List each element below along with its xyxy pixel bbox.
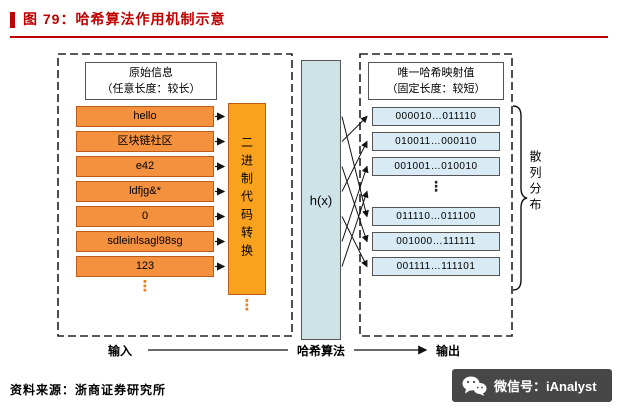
flow-input-label: 输入 (108, 344, 133, 358)
converter-ellipsis: ⋮ (239, 297, 255, 314)
flow-algorithm-label: 哈希算法 (296, 344, 345, 358)
input-group-subtitle: （任意长度：较长） (101, 83, 201, 95)
input-item: sdleinlsagl98sg (76, 231, 214, 252)
wechat-icon (462, 376, 487, 396)
binary-converter-box: 二进制代码转换 (228, 103, 266, 295)
hash-mapping-arrows (341, 115, 369, 268)
wechat-label: 微信号：iAnalyst (494, 379, 597, 394)
output-group-label: 唯一哈希映射值 （固定长度：较短） (368, 62, 504, 100)
input-item: 0 (76, 206, 214, 227)
input-ellipsis: ⋮ (137, 278, 153, 295)
hash-function-box: h(x) (301, 60, 341, 340)
hash-value-item: 000010…011110 (372, 107, 500, 126)
flow-output-label: 输出 (436, 344, 461, 358)
input-arrows (215, 112, 226, 271)
hash-values-ellipsis: ⋮ (429, 178, 443, 194)
input-group-title: 原始信息 (129, 67, 173, 79)
hash-value-item: 001000…111111 (372, 232, 500, 251)
hash-value-item: 001001…010010 (372, 157, 500, 176)
output-group-subtitle: （固定长度：较短） (386, 83, 486, 95)
title-accent-bar (10, 12, 15, 28)
input-item: 123 (76, 256, 214, 277)
input-item: e42 (76, 156, 214, 177)
source-note: 资料来源：浙商证券研究所 (10, 383, 167, 397)
wechat-badge: 微信号：iAnalyst (452, 369, 612, 402)
hash-value-item: 010011…000110 (372, 132, 500, 151)
output-group-title: 唯一哈希映射值 (397, 67, 475, 79)
input-item: 区块链社区 (76, 131, 214, 152)
distribution-label: 散列分布 (528, 150, 542, 214)
distribution-brace (512, 105, 528, 291)
hash-value-item: 001111…111101 (372, 257, 500, 276)
input-group-label: 原始信息 （任意长度：较长） (85, 62, 217, 100)
input-item: ldfjg&* (76, 181, 214, 202)
hash-value-item: 011110…011100 (372, 207, 500, 226)
binary-converter-label: 二进制代码转换 (239, 136, 254, 262)
input-item: hello (76, 106, 214, 127)
figure-title: 图 79：哈希算法作用机制示意 (23, 11, 226, 27)
title-underline (10, 36, 608, 38)
